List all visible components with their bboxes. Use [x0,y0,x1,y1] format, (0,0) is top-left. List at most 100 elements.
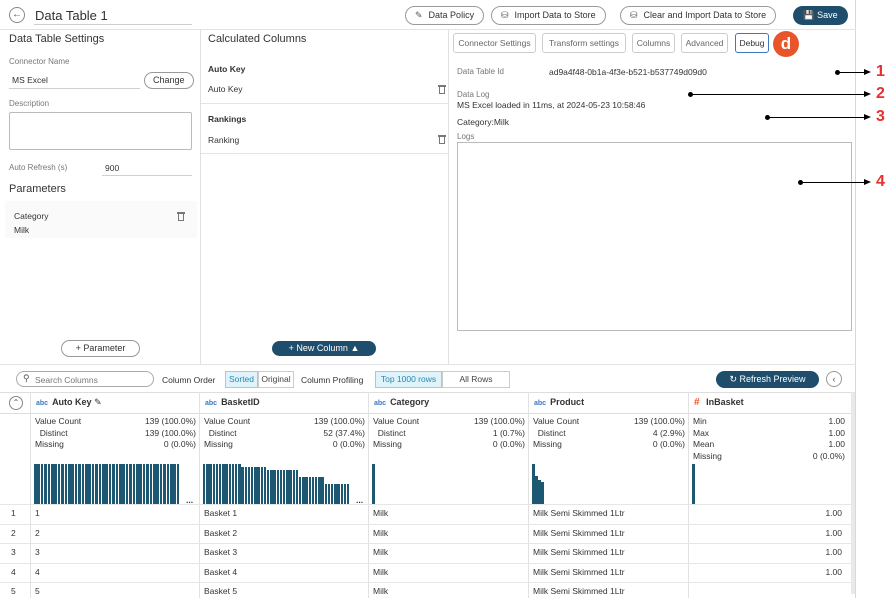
histogram-bar [315,477,318,504]
table-cell: Basket 3 [204,547,238,557]
search-input[interactable]: ⚲ Search Columns [16,371,154,387]
table-cell: 1 [35,508,40,518]
histogram-bar [44,464,47,504]
callout-number-2: 2 [876,85,885,102]
histogram-inbasket [692,460,842,504]
tab-connector-settings[interactable]: Connector Settings [453,33,536,53]
histogram-bar [251,467,254,504]
stat-value: 0 (0.0%) [163,439,196,449]
tab-advanced[interactable]: Advanced [681,33,728,53]
stat-value: 0 (0.0%) [812,450,845,461]
table-cell: Milk [373,527,389,538]
row-divider [0,523,852,525]
column-header-inbasket[interactable]: # InBasket [694,397,744,408]
table-cell: Milk [373,508,389,518]
save-button[interactable]: 💾 Save [793,6,848,25]
stat-label: Distinct [373,427,406,438]
stat-label: Missing [204,439,233,449]
column-header-product[interactable]: abc Product [534,397,584,407]
histogram-product [532,460,682,504]
histogram-bar [146,464,149,504]
stat-value: 139 (100.0%) [633,416,685,426]
stat-label: Mean [693,439,715,449]
stat-value: 1.00 [828,439,845,449]
trash-icon[interactable] [438,85,446,94]
top-rows-toggle[interactable]: Top 1000 rows [375,371,442,388]
add-parameter-button[interactable]: + Parameter [61,340,140,357]
refresh-preview-button[interactable]: ↻ Refresh Preview [716,371,819,388]
column-header-basketid[interactable]: abc BasketID [205,397,260,407]
parameter-value: Milk [14,225,30,235]
trash-icon[interactable] [177,212,185,221]
data-log-label: Data Log [457,90,490,99]
column-divider [199,392,200,598]
table-cell: 1.00 [825,566,842,577]
tab-debug[interactable]: Debug [735,33,769,53]
connector-underline [9,88,140,89]
histogram-bar [535,476,538,504]
parameter-item[interactable] [5,201,197,238]
calc-item-autokey[interactable]: Auto Key [208,84,243,94]
trash-icon[interactable] [438,135,446,144]
new-column-button[interactable]: + New Column ▲ [272,341,376,356]
tab-transform-settings[interactable]: Transform settings [542,33,626,53]
clear-import-label: Clear and Import Data to Store [643,10,767,20]
tab-columns[interactable]: Columns [632,33,675,53]
table-cell: 1.00 [825,527,842,538]
stat-label: Missing [373,439,402,449]
logs-label: Logs [457,132,475,141]
data-log-value: MS Excel loaded in 11ms, at 2024-05-23 1… [457,100,646,110]
histogram-bar [231,464,235,504]
histogram-bar [81,464,85,504]
histogram-bar [340,484,343,504]
title-underline [34,24,192,25]
histogram-bar [209,464,212,504]
arrow-head-icon [864,91,871,97]
column-header-category[interactable]: abc Category [374,397,429,407]
row-number: 2 [11,527,16,538]
logs-area[interactable] [457,142,852,331]
change-button[interactable]: Change [144,72,194,89]
auto-refresh-underline [102,175,192,176]
description-field[interactable] [9,112,192,150]
histogram-bar [139,464,142,504]
histogram-bar [159,464,163,504]
back-arrow-icon[interactable]: ← [9,7,25,23]
stat-label: Distinct [533,427,566,438]
histogram-bar [125,464,129,504]
histogram-bar [74,464,78,504]
histogram-bar [215,464,219,504]
clear-import-button[interactable]: ⛁ Clear and Import Data to Store [620,6,777,25]
calc-item-ranking[interactable]: Ranking [208,135,240,145]
column-header-autokey[interactable]: abc Auto Key ✎ [36,397,102,408]
arrow-head-icon [864,179,871,185]
caret-up-icon: ▲ [350,343,360,353]
sorted-toggle[interactable]: Sorted [225,371,258,388]
histogram-bar [40,464,44,504]
stat-label: Missing [533,439,562,449]
table-id-label: Data Table Id [457,67,504,76]
import-data-button[interactable]: ⛁ Import Data to Store [491,6,606,25]
auto-refresh-value[interactable]: 900 [105,163,120,173]
grid-scrollbar[interactable] [851,392,855,594]
histogram-bar [257,467,260,504]
table-cell: 2 [35,527,40,538]
all-rows-toggle[interactable]: All Rows [442,371,510,388]
histogram-bar [337,484,340,504]
histogram-bar [222,464,225,504]
histogram-bar [311,477,315,504]
original-toggle[interactable]: Original [258,371,294,388]
connector-value: MS Excel [12,75,48,85]
stat-label: Value Count [373,416,420,426]
chevron-up-icon[interactable]: ⌃ [9,396,23,410]
top-bar: ← Data Table 1 ✎ Data Policy ⛁ Import Data… [0,0,856,30]
table-cell: Milk Semi Skimmed 1Ltr [533,566,625,577]
histogram-bar [295,470,299,504]
page-title[interactable]: Data Table 1 [35,8,108,23]
chevron-left-icon[interactable]: ‹ [826,371,842,387]
histogram-bar [136,464,139,504]
histogram-bar [166,464,170,504]
data-policy-button[interactable]: ✎ Data Policy [405,6,485,25]
histogram-bar [283,470,286,504]
histogram-bar [54,464,57,504]
